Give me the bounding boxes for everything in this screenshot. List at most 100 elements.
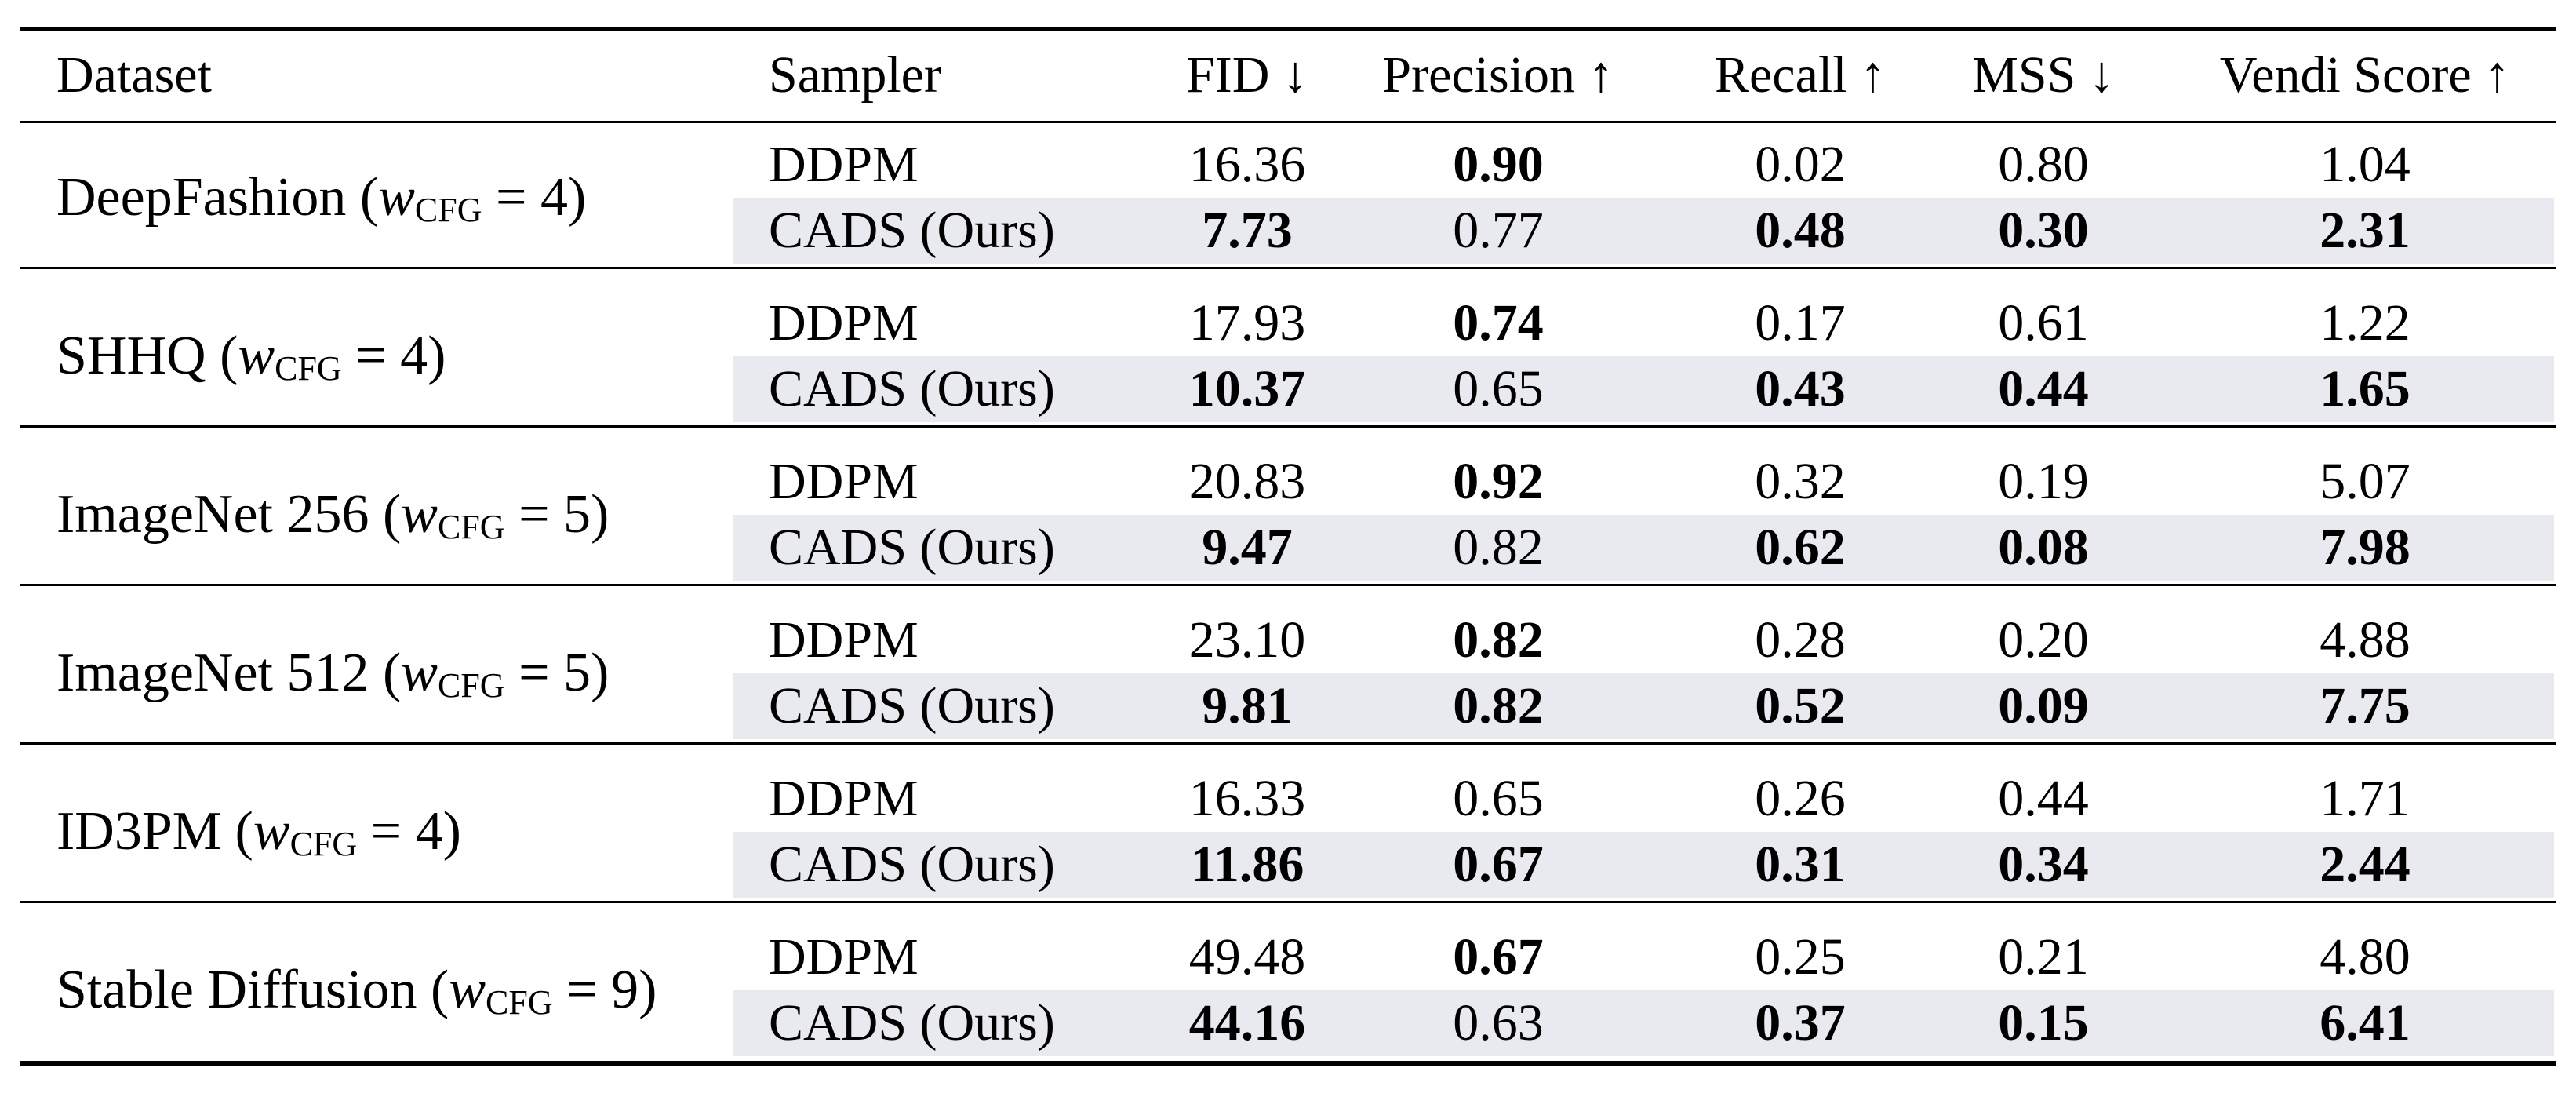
recall-cell: 0.28 (1755, 611, 1846, 669)
recall-cell: 0.37 (1755, 994, 1846, 1051)
precision-cell: 0.82 (1453, 677, 1544, 734)
fid-cell: 44.16 (1188, 994, 1306, 1051)
dataset-name: ID3PM (56, 801, 222, 862)
vendi-cell: 1.22 (2319, 294, 2410, 352)
sampler-cell: CADS (Ours) (769, 677, 1055, 734)
fid-cell: 23.10 (1188, 611, 1306, 669)
vendi-cell: 5.07 (2319, 453, 2410, 510)
sampler-cell: CADS (Ours) (769, 202, 1055, 259)
row-shading (733, 832, 2554, 898)
sampler-cell: CADS (Ours) (769, 360, 1055, 417)
precision-cell: 0.90 (1453, 136, 1544, 193)
mss-cell: 0.20 (1998, 611, 2089, 669)
vendi-cell: 6.41 (2319, 994, 2410, 1051)
guidance-symbol: w (253, 801, 290, 862)
guidance-subscript: CFG (486, 983, 553, 1022)
guidance-open-paren: ( (221, 801, 253, 862)
header-dataset: Dataset (56, 46, 212, 104)
vendi-cell: 4.88 (2319, 611, 2410, 669)
guidance-subscript: CFG (414, 191, 482, 229)
precision-cell: 0.82 (1453, 519, 1544, 576)
guidance-subscript: CFG (437, 666, 505, 705)
fid-cell: 20.83 (1188, 453, 1306, 510)
group-rule (20, 425, 2556, 428)
mss-cell: 0.44 (1998, 770, 2089, 827)
precision-cell: 0.77 (1453, 202, 1544, 259)
precision-cell: 0.65 (1453, 770, 1544, 827)
vendi-cell: 1.71 (2319, 770, 2410, 827)
mss-cell: 0.19 (1998, 453, 2089, 510)
dataset-label: Stable Diffusion (wCFG = 9) (56, 957, 657, 1023)
recall-cell: 0.52 (1755, 677, 1846, 734)
guidance-open-paren: ( (369, 484, 402, 545)
dataset-name: ImageNet 512 (56, 643, 369, 703)
sampler-cell: DDPM (769, 136, 919, 193)
sampler-cell: DDPM (769, 453, 919, 510)
vendi-cell: 2.44 (2319, 836, 2410, 893)
guidance-symbol: w (378, 167, 415, 228)
mss-cell: 0.44 (1998, 360, 2089, 417)
guidance-value: = 4) (341, 326, 446, 386)
dataset-label: SHHQ (wCFG = 4) (56, 323, 446, 389)
precision-cell: 0.82 (1453, 611, 1544, 669)
dataset-name: Stable Diffusion (56, 960, 417, 1020)
guidance-value: = 4) (482, 167, 587, 228)
guidance-value: = 4) (357, 801, 461, 862)
precision-cell: 0.74 (1453, 294, 1544, 352)
guidance-open-paren: ( (346, 167, 379, 228)
row-shading (733, 673, 2554, 739)
guidance-open-paren: ( (206, 326, 238, 386)
sampler-cell: DDPM (769, 294, 919, 352)
bottom-rule (20, 1061, 2556, 1066)
mss-cell: 0.09 (1998, 677, 2089, 734)
guidance-subscript: CFG (289, 825, 358, 863)
sampler-cell: DDPM (769, 770, 919, 827)
fid-cell: 10.37 (1188, 360, 1306, 417)
recall-cell: 0.02 (1755, 136, 1846, 193)
top-rule (20, 27, 2556, 31)
vendi-cell: 2.31 (2319, 202, 2410, 259)
guidance-symbol: w (238, 326, 275, 386)
dataset-label: DeepFashion (wCFG = 4) (56, 165, 586, 231)
dataset-label: ImageNet 256 (wCFG = 5) (56, 482, 609, 548)
sampler-cell: CADS (Ours) (769, 836, 1055, 893)
guidance-value: = 5) (504, 484, 609, 545)
header-fid: FID ↓ (1186, 46, 1308, 104)
precision-cell: 0.63 (1453, 994, 1544, 1051)
mss-cell: 0.08 (1998, 519, 2089, 576)
sampler-cell: CADS (Ours) (769, 519, 1055, 576)
recall-cell: 0.25 (1755, 928, 1846, 986)
sampler-cell: CADS (Ours) (769, 994, 1055, 1051)
precision-cell: 0.92 (1453, 453, 1544, 510)
group-rule (20, 267, 2556, 269)
dataset-name: DeepFashion (56, 167, 347, 228)
vendi-cell: 1.65 (2319, 360, 2410, 417)
guidance-value: = 9) (552, 960, 657, 1020)
guidance-open-paren: ( (417, 960, 449, 1020)
sampler-cell: DDPM (769, 928, 919, 986)
mss-cell: 0.80 (1998, 136, 2089, 193)
fid-cell: 16.33 (1188, 770, 1306, 827)
mss-cell: 0.15 (1998, 994, 2089, 1051)
recall-cell: 0.17 (1755, 294, 1846, 352)
fid-cell: 17.93 (1188, 294, 1306, 352)
recall-cell: 0.43 (1755, 360, 1846, 417)
header-vendi: Vendi Score ↑ (2219, 46, 2511, 104)
guidance-symbol: w (401, 643, 438, 703)
mss-cell: 0.21 (1998, 928, 2089, 986)
guidance-symbol: w (449, 960, 486, 1020)
mss-cell: 0.61 (1998, 294, 2089, 352)
fid-cell: 16.36 (1188, 136, 1306, 193)
vendi-cell: 1.04 (2319, 136, 2410, 193)
fid-cell: 9.47 (1202, 519, 1293, 576)
recall-cell: 0.48 (1755, 202, 1846, 259)
fid-cell: 49.48 (1188, 928, 1306, 986)
fid-cell: 9.81 (1202, 677, 1293, 734)
recall-cell: 0.32 (1755, 453, 1846, 510)
header-recall: Recall ↑ (1714, 46, 1887, 104)
fid-cell: 7.73 (1202, 202, 1293, 259)
row-shading (733, 198, 2554, 264)
guidance-open-paren: ( (369, 643, 402, 703)
recall-cell: 0.26 (1755, 770, 1846, 827)
recall-cell: 0.31 (1755, 836, 1846, 893)
